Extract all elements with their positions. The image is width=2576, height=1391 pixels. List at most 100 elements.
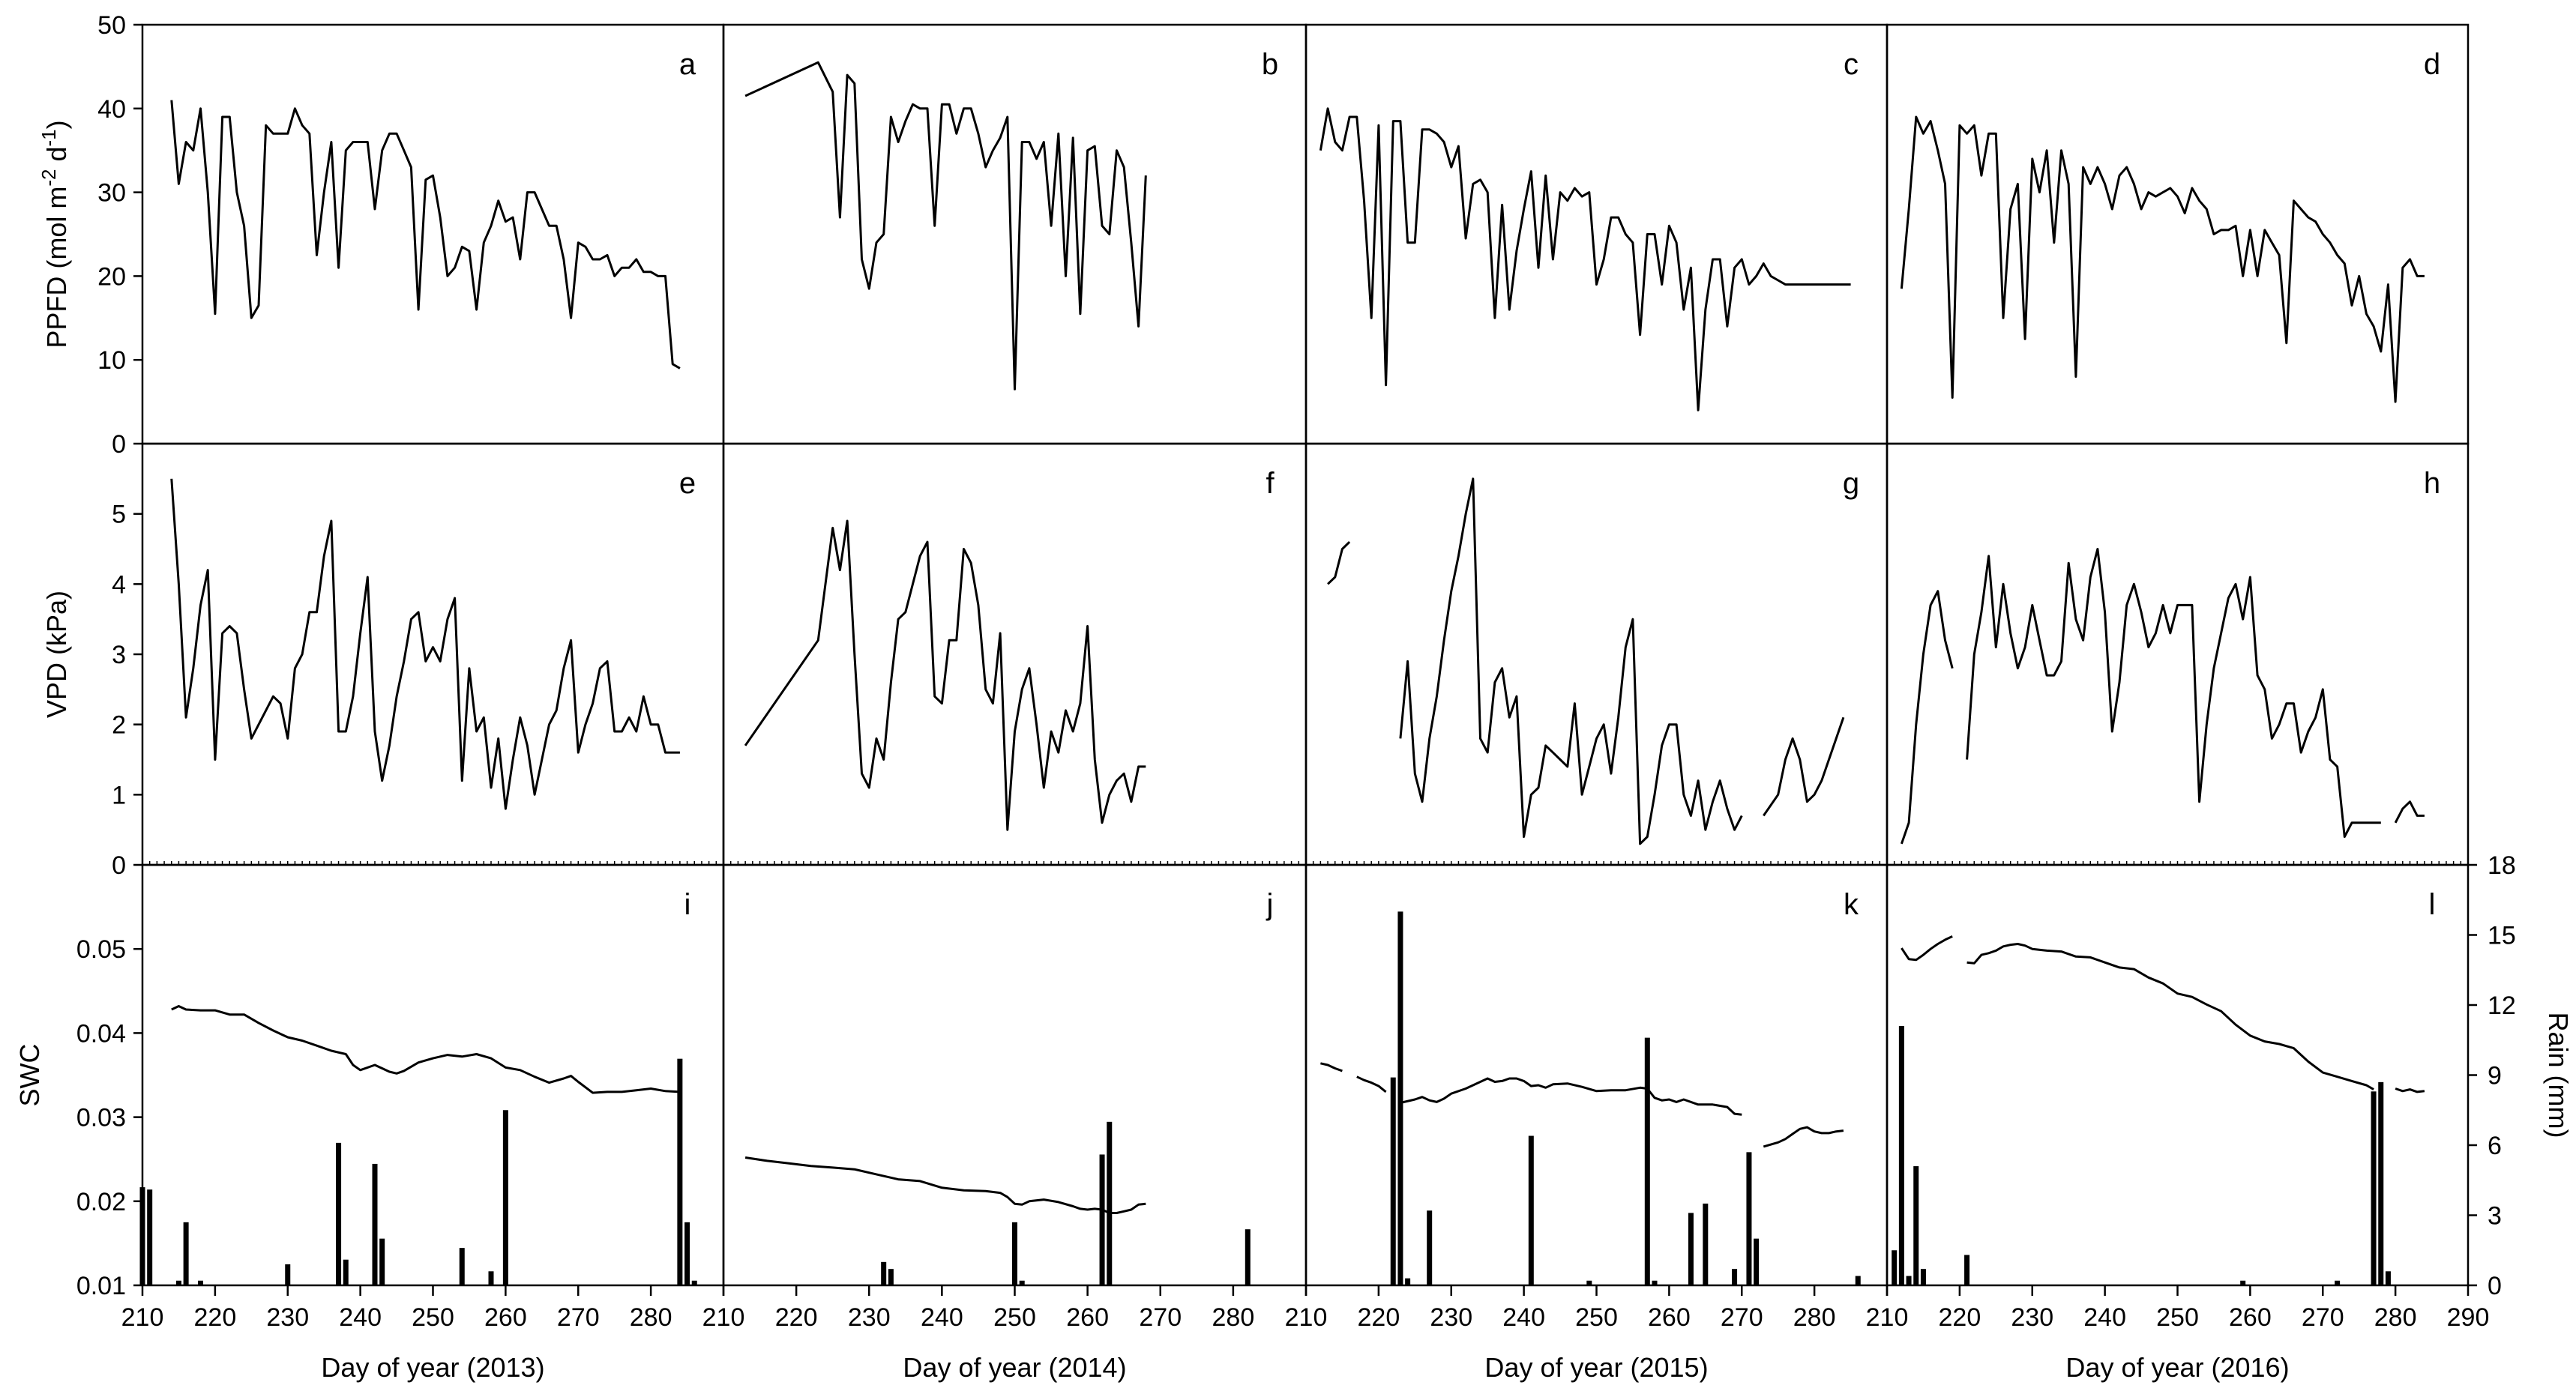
rain-bar-l xyxy=(1906,1276,1912,1285)
swc-line-l xyxy=(1901,935,1953,962)
y-tick-label: 2 xyxy=(112,711,126,740)
x-tick-label: 240 xyxy=(1502,1303,1545,1332)
x-tick-label: 230 xyxy=(266,1303,309,1332)
y-tick-label: 0.04 xyxy=(76,1019,126,1048)
y-tick-label: 30 xyxy=(97,179,126,208)
vpd-line-g xyxy=(1763,716,1845,817)
x-tick-label: 290 xyxy=(2447,1303,2490,1332)
text-layer: a b c de f g hi j k l010203040500123450.010.020.0… xyxy=(14,11,2574,1383)
panel-letter-b: b xyxy=(1262,48,1278,81)
rain-bar-j xyxy=(1107,1121,1113,1285)
rain-bar-i xyxy=(175,1280,181,1285)
x-tick-label: 220 xyxy=(775,1303,818,1332)
y-tick-label: 0.01 xyxy=(76,1272,126,1300)
rain-bar-i xyxy=(684,1222,690,1285)
y-tick-label: 0.05 xyxy=(76,935,126,964)
panel-letter-j: j xyxy=(1266,888,1274,921)
x-tick-label: 260 xyxy=(1066,1303,1109,1332)
y-tick-label: 0 xyxy=(112,851,126,880)
x-tick-label: 260 xyxy=(2229,1303,2272,1332)
panel-letter-c: c xyxy=(1844,48,1859,81)
panel-letter-l: l xyxy=(2429,888,2436,921)
x-axis-title: Day of year (2014) xyxy=(903,1352,1126,1383)
rain-bar-l xyxy=(1892,1250,1898,1285)
rain-bar-k xyxy=(1688,1213,1694,1285)
x-tick-label: 280 xyxy=(1212,1303,1255,1332)
rain-bar-l xyxy=(1913,1166,1919,1285)
y-tick-label: 40 xyxy=(97,95,126,124)
rain-bar-i xyxy=(139,1187,145,1285)
rain-bar-i xyxy=(198,1280,203,1285)
x-tick-label: 240 xyxy=(2083,1303,2126,1332)
x-tick-label: 260 xyxy=(1648,1303,1691,1332)
panel-letter-h: h xyxy=(2424,467,2440,500)
panel-frame-f xyxy=(722,442,1307,866)
x-tick-label: 270 xyxy=(1139,1303,1182,1332)
swc-line-j xyxy=(744,1156,1146,1214)
rain-bar-k xyxy=(1586,1280,1592,1285)
vpd-line-f xyxy=(744,519,1146,831)
x-tick-label: 250 xyxy=(993,1303,1036,1332)
ppfd-line-d xyxy=(1900,115,2425,403)
vpd-line-g xyxy=(1327,541,1351,585)
rain-bar-l xyxy=(1964,1255,1970,1285)
rain-bar-l xyxy=(2378,1081,2384,1285)
y-tick-label: 10 xyxy=(97,346,126,375)
y2-tick-label: 9 xyxy=(2488,1062,2502,1090)
ppfd-line-c xyxy=(1319,107,1851,411)
rain-bar-k xyxy=(1397,911,1403,1285)
ppfd-line-a xyxy=(170,100,681,369)
vpd-line-h xyxy=(1966,548,2381,838)
ylabel-part: PPFD (mol m xyxy=(41,187,72,348)
y-tick-label: 50 xyxy=(97,11,126,40)
swc-line-i xyxy=(171,1005,680,1094)
x-tick-label: 280 xyxy=(1793,1303,1836,1332)
panel-letter-k: k xyxy=(1844,888,1859,921)
x-tick-label: 240 xyxy=(921,1303,963,1332)
swc-line-l xyxy=(1966,943,2374,1090)
panel-letter-d: d xyxy=(2424,48,2440,81)
x-tick-label: 250 xyxy=(1575,1303,1618,1332)
y-axis-title-ppfd: PPFD (mol m-2 d-1) xyxy=(37,120,72,348)
rain-bar-k xyxy=(1703,1203,1709,1285)
rain-bar-i xyxy=(336,1142,342,1285)
x-tick-label: 280 xyxy=(630,1303,672,1332)
rain-bar-i xyxy=(379,1238,385,1285)
ylabel-part: d xyxy=(41,146,72,169)
rain-bar-k xyxy=(1427,1210,1433,1285)
y2-tick-label: 15 xyxy=(2488,922,2516,950)
rain-bar-l xyxy=(2240,1280,2246,1285)
swc-line-k xyxy=(1320,1062,1343,1072)
ppfd-line-b xyxy=(744,61,1147,390)
y2-tick-label: 12 xyxy=(2488,992,2516,1020)
x-tick-label: 230 xyxy=(848,1303,891,1332)
swc-line-k xyxy=(1400,1077,1742,1116)
panel-letter-e: e xyxy=(679,467,696,500)
y2-axis-title-rain: Rain (mm) xyxy=(2543,1013,2574,1138)
panel-frame-i xyxy=(141,863,725,1287)
rain-bar-k xyxy=(1732,1269,1738,1285)
y-tick-label: 5 xyxy=(112,501,126,529)
rain-bar-l xyxy=(1898,1026,1904,1285)
ylabel-sup: -2 xyxy=(37,169,60,187)
vpd-line-h xyxy=(1900,590,1954,845)
rain-bar-j xyxy=(881,1261,887,1285)
rain-bar-i xyxy=(183,1222,189,1285)
rain-bar-k xyxy=(1405,1278,1411,1285)
x-tick-label: 210 xyxy=(702,1303,745,1332)
y-tick-label: 20 xyxy=(97,262,126,291)
x-tick-label: 250 xyxy=(412,1303,454,1332)
rain-bar-k xyxy=(1855,1276,1861,1285)
rain-bar-i xyxy=(147,1189,153,1285)
x-tick-label: 270 xyxy=(557,1303,600,1332)
x-tick-label: 230 xyxy=(1430,1303,1472,1332)
rain-bar-k xyxy=(1652,1280,1658,1285)
rain-bar-l xyxy=(2335,1280,2341,1285)
rain-bar-i xyxy=(488,1271,494,1285)
ylabel-sup: -1 xyxy=(37,129,60,146)
panel-frame-e xyxy=(141,442,725,866)
x-axis-title: Day of year (2013) xyxy=(321,1352,544,1383)
x-tick-label: 220 xyxy=(1939,1303,1981,1332)
rain-bar-i xyxy=(502,1110,508,1285)
ylabel-part: ) xyxy=(41,120,72,129)
